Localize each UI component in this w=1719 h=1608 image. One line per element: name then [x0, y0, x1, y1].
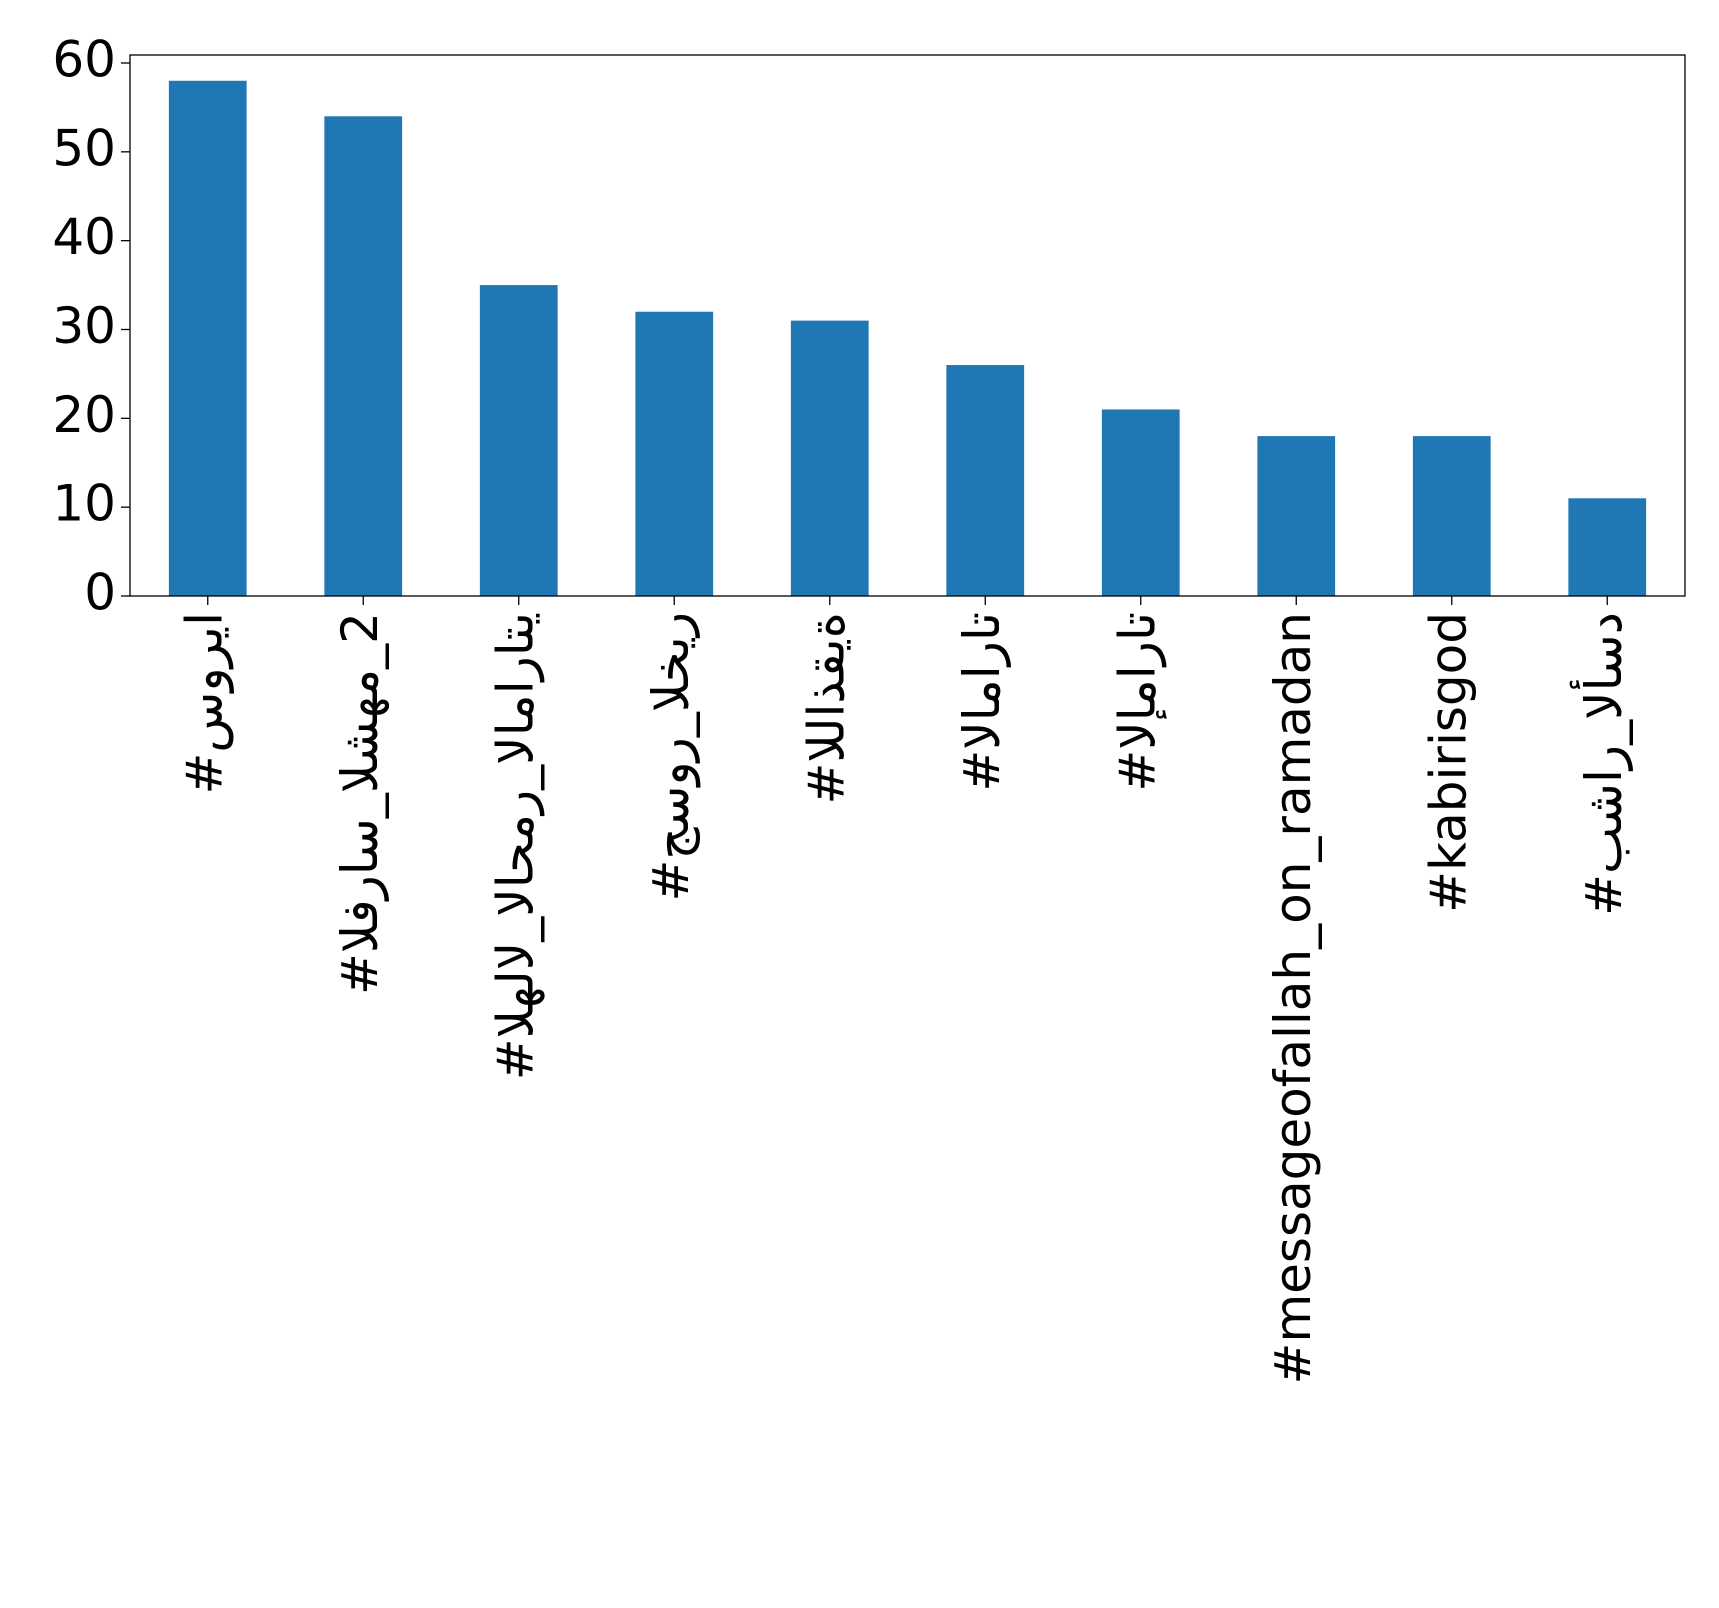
x-tick-label: #جسور_الخير: [642, 612, 701, 902]
bar: [1257, 436, 1336, 596]
x-tick-label: #الهلال_الاحمر_الاماراتي: [486, 612, 545, 1080]
bar: [324, 116, 403, 596]
x-tick-label: #kabirisgod: [1419, 612, 1477, 913]
x-tick-label: #سوريا: [175, 612, 234, 794]
y-tick-label: 60: [52, 30, 116, 88]
y-tick-label: 30: [52, 297, 116, 355]
bar: [790, 320, 869, 596]
y-tick-label: 50: [52, 119, 116, 177]
bar: [946, 365, 1025, 596]
y-tick-label: 40: [52, 208, 116, 266]
bar: [168, 80, 247, 596]
bar: [1101, 409, 1180, 596]
bar: [479, 285, 558, 596]
x-tick-label: #الامارات: [953, 612, 1011, 792]
bar: [635, 311, 714, 596]
x-tick-label: #messageofallah_on_ramadan: [1264, 612, 1322, 1384]
plot-frame: [129, 54, 1686, 597]
bar: [1412, 436, 1491, 596]
y-tick-label: 20: [52, 386, 116, 444]
y-tick-label: 0: [84, 564, 116, 622]
x-tick-label: #بشار_الأسد: [1569, 612, 1633, 916]
y-tick-label: 10: [52, 475, 116, 533]
x-tick-label: #الفراس_الشهم_2: [331, 612, 390, 995]
x-tick-label: #الإمارات: [1108, 612, 1167, 792]
bar: [1568, 498, 1647, 596]
x-tick-label: #اللاذقية: [797, 612, 855, 805]
